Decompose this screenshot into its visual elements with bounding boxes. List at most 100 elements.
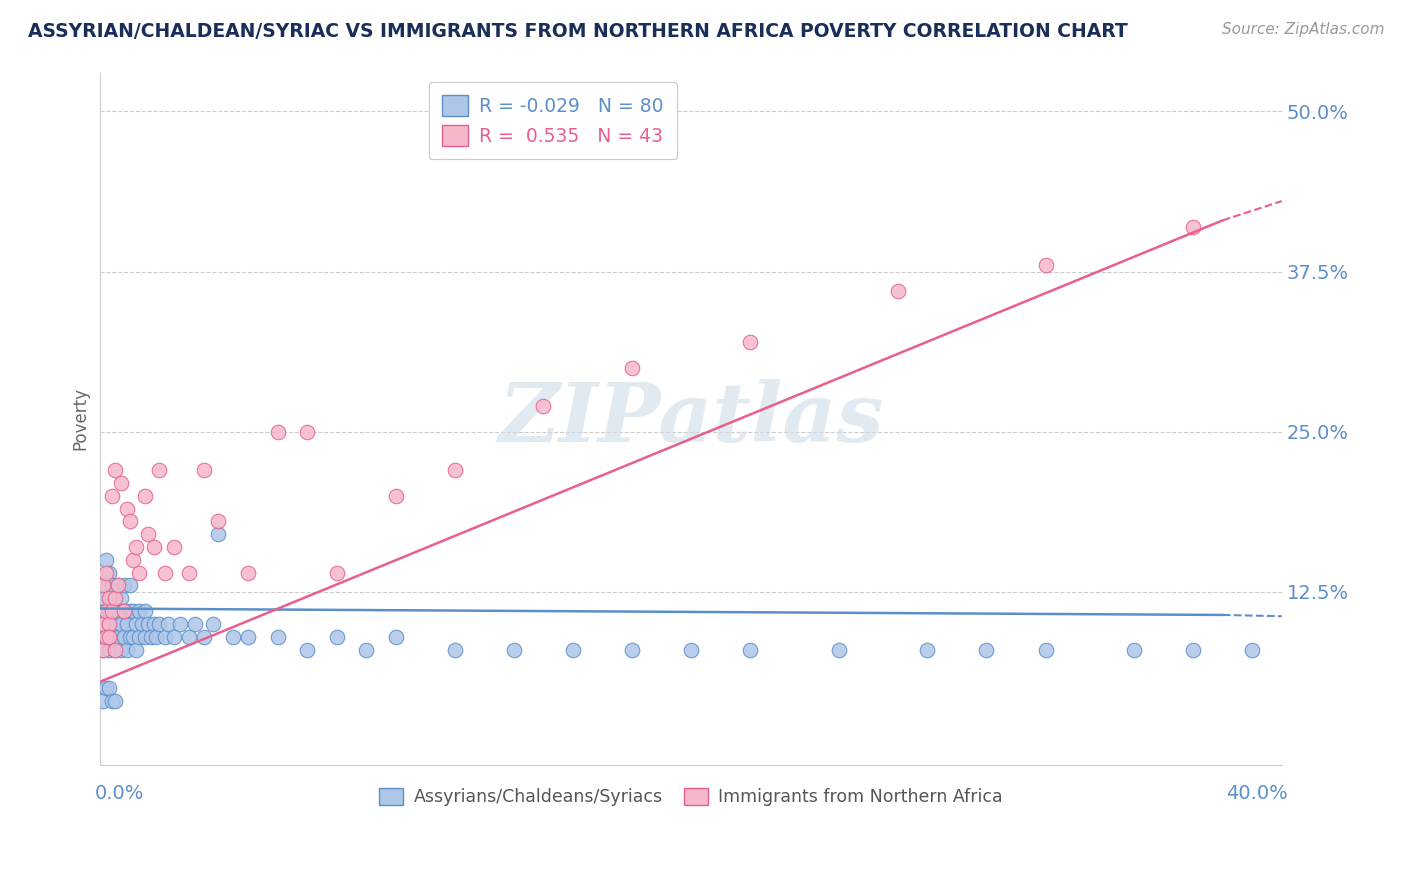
Point (157, 616, 180, 631)
Point (118, 630, 141, 644)
Point (91, 642, 114, 657)
Point (96, 566, 118, 580)
Point (110, 642, 132, 657)
Point (107, 630, 129, 644)
Point (112, 578, 135, 592)
Point (266, 630, 288, 644)
Point (125, 616, 148, 631)
Point (110, 616, 132, 631)
Point (266, 425, 288, 439)
Point (325, 630, 347, 644)
Point (561, 642, 583, 657)
Point (155, 630, 177, 644)
Point (1182, 219, 1205, 234)
Point (1035, 642, 1057, 657)
Point (96, 604, 118, 618)
Point (101, 591, 124, 606)
Point (115, 616, 138, 631)
Point (1241, 642, 1264, 657)
Text: ZIPatlas: ZIPatlas (498, 379, 884, 458)
Point (740, 642, 762, 657)
Point (101, 604, 124, 618)
Point (148, 616, 170, 631)
Point (91, 591, 114, 606)
Point (101, 616, 124, 631)
Point (740, 334, 762, 349)
Point (104, 463, 127, 477)
Point (98, 566, 121, 580)
Point (101, 489, 124, 503)
Point (104, 642, 127, 657)
Point (236, 630, 259, 644)
Point (193, 630, 215, 644)
Point (112, 630, 135, 644)
Point (104, 694, 127, 708)
Point (98, 604, 121, 618)
Point (128, 630, 150, 644)
Point (184, 616, 207, 631)
Point (443, 642, 465, 657)
Point (136, 616, 159, 631)
Point (115, 642, 138, 657)
Point (145, 630, 167, 644)
Point (115, 501, 138, 516)
Point (177, 630, 200, 644)
Point (325, 566, 347, 580)
Point (98, 681, 121, 695)
Point (104, 616, 127, 631)
Point (112, 604, 135, 618)
Point (128, 566, 150, 580)
Point (1182, 642, 1205, 657)
Point (104, 591, 127, 606)
Point (107, 578, 129, 592)
Point (118, 515, 141, 529)
Point (222, 630, 245, 644)
Point (163, 540, 186, 554)
Point (118, 578, 141, 592)
Point (443, 463, 465, 477)
Text: 0.0%: 0.0% (94, 784, 143, 803)
Point (91, 578, 114, 592)
Point (131, 616, 153, 631)
Point (104, 642, 127, 657)
Point (155, 566, 177, 580)
Point (125, 540, 148, 554)
Point (121, 553, 143, 567)
Text: Source: ZipAtlas.com: Source: ZipAtlas.com (1222, 22, 1385, 37)
Point (91, 694, 114, 708)
Point (128, 604, 150, 618)
Point (621, 360, 644, 375)
Point (163, 630, 186, 644)
Point (177, 566, 200, 580)
Point (384, 630, 406, 644)
Point (112, 604, 135, 618)
Point (110, 591, 132, 606)
Point (104, 591, 127, 606)
Text: ASSYRIAN/CHALDEAN/SYRIAC VS IMMIGRANTS FROM NORTHERN AFRICA POVERTY CORRELATION : ASSYRIAN/CHALDEAN/SYRIAC VS IMMIGRANTS F… (28, 22, 1128, 41)
Point (91, 616, 114, 631)
Point (142, 616, 165, 631)
Point (96, 604, 118, 618)
Point (139, 630, 162, 644)
Point (142, 540, 165, 554)
Point (136, 527, 159, 541)
Point (1123, 642, 1146, 657)
Point (125, 642, 148, 657)
Point (207, 515, 229, 529)
Point (887, 284, 910, 298)
Point (295, 425, 318, 439)
Point (91, 616, 114, 631)
Point (148, 463, 170, 477)
Point (236, 566, 259, 580)
Point (621, 642, 644, 657)
Point (121, 630, 143, 644)
Point (96, 578, 118, 592)
Point (201, 616, 224, 631)
Point (207, 527, 229, 541)
Point (98, 616, 121, 631)
Point (96, 681, 118, 695)
Point (101, 578, 124, 592)
Point (101, 630, 124, 644)
Point (96, 630, 118, 644)
Point (96, 553, 118, 567)
